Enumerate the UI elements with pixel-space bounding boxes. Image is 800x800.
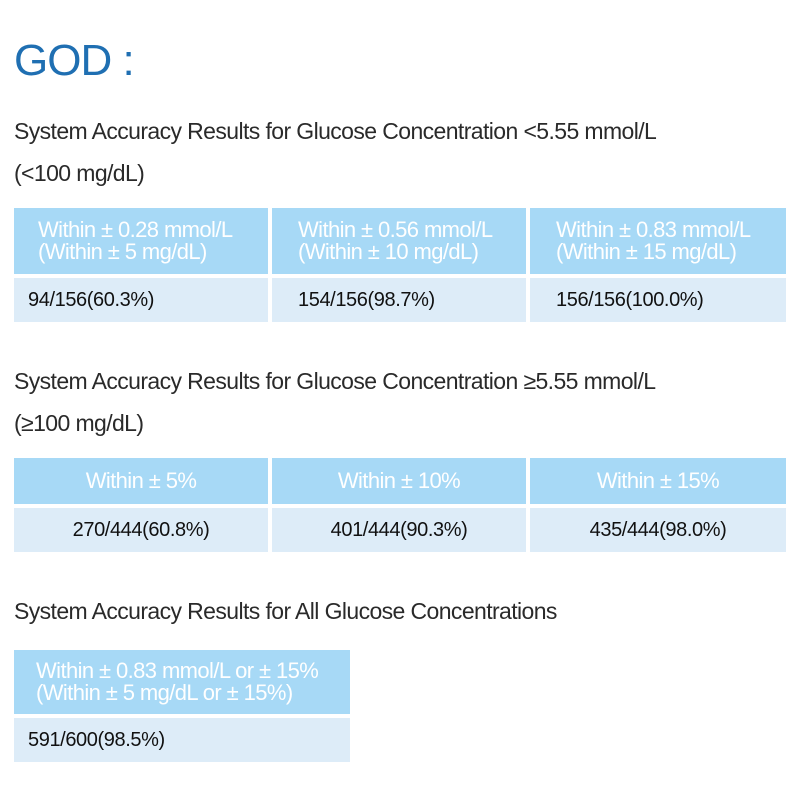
section1-heading: System Accuracy Results for Glucose Conc… — [14, 110, 657, 194]
section1-value-1: 94/156(60.3%) — [14, 278, 268, 322]
section3-table: Within ± 0.83 mmol/L or ± 15% (Within ± … — [14, 650, 350, 762]
section3-header: Within ± 0.83 mmol/L or ± 15% (Within ± … — [14, 650, 350, 714]
section3-value: 591/600(98.5%) — [14, 718, 350, 762]
section2-header-1: Within ± 5% — [14, 458, 268, 504]
section1-header-3: Within ± 0.83 mmol/L (Within ± 15 mg/dL) — [530, 208, 786, 274]
section1-heading-line1: System Accuracy Results for Glucose Conc… — [14, 118, 657, 144]
section2-value-3: 435/444(98.0%) — [530, 508, 786, 552]
header-line: Within ± 0.83 mmol/L or ± 15% — [36, 658, 319, 683]
section2-heading-line1: System Accuracy Results for Glucose Conc… — [14, 368, 656, 394]
section2-heading: System Accuracy Results for Glucose Conc… — [14, 360, 656, 444]
section2-value-2: 401/444(90.3%) — [272, 508, 526, 552]
section1-value-3: 156/156(100.0%) — [530, 278, 786, 322]
header-line: (Within ± 5 mg/dL or ± 15%) — [36, 680, 293, 705]
section2-header-3: Within ± 15% — [530, 458, 786, 504]
section1-table: Within ± 0.28 mmol/L (Within ± 5 mg/dL) … — [14, 208, 786, 322]
section1-header-2: Within ± 0.56 mmol/L (Within ± 10 mg/dL) — [272, 208, 526, 274]
section2-header-2: Within ± 10% — [272, 458, 526, 504]
section2-value-1: 270/444(60.8%) — [14, 508, 268, 552]
header-line: Within ± 0.28 mmol/L — [38, 217, 233, 242]
header-line: Within ± 0.56 mmol/L — [298, 217, 493, 242]
header-line: (Within ± 15 mg/dL) — [556, 239, 737, 264]
section3-heading: System Accuracy Results for All Glucose … — [14, 590, 557, 632]
header-line: Within ± 0.83 mmol/L — [556, 217, 751, 242]
section1-header-1: Within ± 0.28 mmol/L (Within ± 5 mg/dL) — [14, 208, 268, 274]
section2-heading-line2: (≥100 mg/dL) — [14, 410, 144, 436]
section2-table: Within ± 5% Within ± 10% Within ± 15% 27… — [14, 458, 786, 552]
section3-heading-line1: System Accuracy Results for All Glucose … — [14, 598, 557, 624]
section1-value-2: 154/156(98.7%) — [272, 278, 526, 322]
page-title: GOD : — [14, 36, 135, 85]
header-line: (Within ± 5 mg/dL) — [38, 239, 207, 264]
section1-heading-line2: (<100 mg/dL) — [14, 160, 145, 186]
header-line: (Within ± 10 mg/dL) — [298, 239, 479, 264]
